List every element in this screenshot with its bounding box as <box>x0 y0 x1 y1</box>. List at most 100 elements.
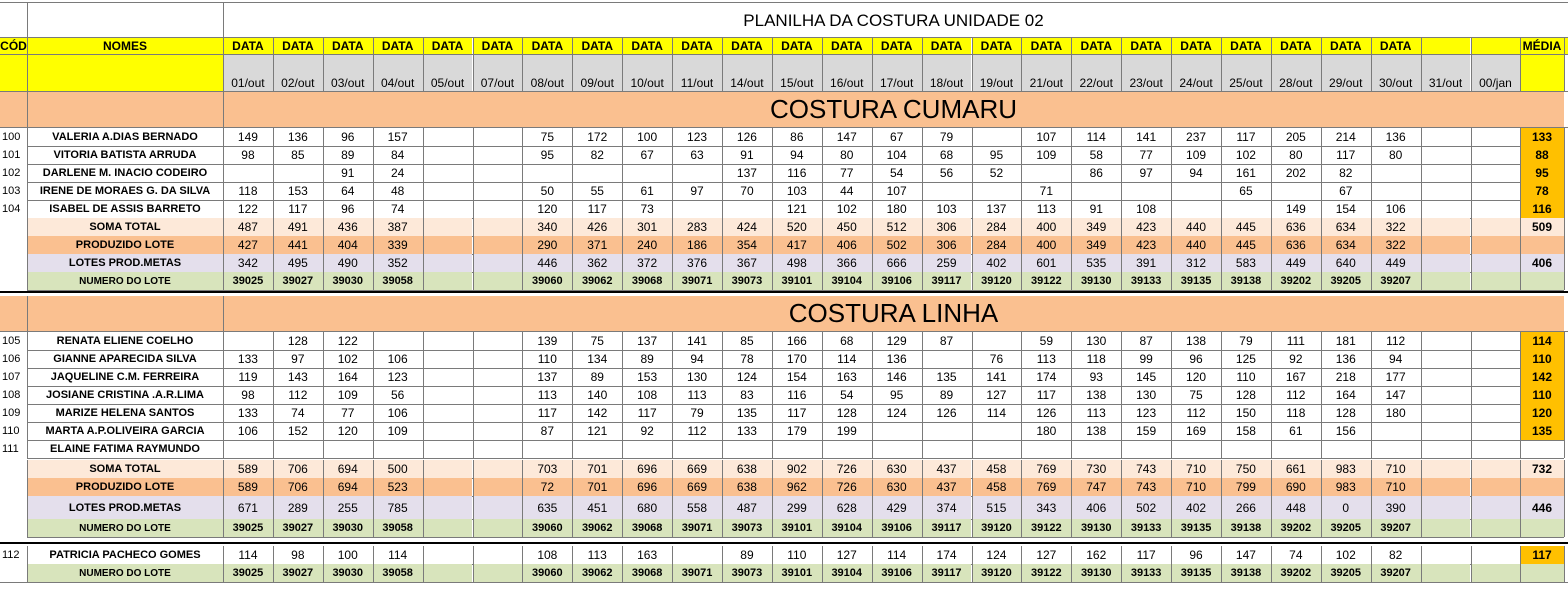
media-value[interactable] <box>1520 440 1564 458</box>
production-value[interactable]: 112 <box>687 424 707 438</box>
production-value[interactable] <box>1471 146 1521 164</box>
production-value[interactable]: 117 <box>1036 388 1056 402</box>
total-value[interactable]: 983 <box>1320 478 1371 496</box>
total-value[interactable]: 39207 <box>1370 272 1421 290</box>
total-value[interactable]: 39135 <box>1171 272 1221 290</box>
production-value[interactable] <box>423 200 473 218</box>
production-value[interactable]: 128 <box>836 406 857 420</box>
production-value[interactable]: 136 <box>886 352 907 366</box>
production-value[interactable] <box>423 332 473 350</box>
production-value[interactable]: 123 <box>387 370 408 384</box>
production-value[interactable]: 166 <box>786 334 807 348</box>
production-value[interactable]: 237 <box>1186 130 1207 144</box>
production-value[interactable] <box>1171 200 1221 218</box>
production-value[interactable]: 102 <box>337 352 358 366</box>
production-value[interactable] <box>1021 164 1071 182</box>
production-value[interactable]: 116 <box>787 388 807 402</box>
total-value[interactable] <box>1470 272 1521 290</box>
date-cell[interactable]: 29/out <box>1320 55 1371 91</box>
production-value[interactable] <box>1071 440 1121 458</box>
production-value[interactable]: 114 <box>837 352 857 366</box>
production-value[interactable] <box>1421 164 1471 182</box>
total-value[interactable] <box>472 519 523 537</box>
total-value[interactable] <box>1470 496 1521 519</box>
total-value[interactable] <box>472 564 523 582</box>
total-value[interactable]: 290 <box>522 236 573 254</box>
total-value[interactable]: 589 <box>223 478 273 496</box>
employee-name[interactable]: ISABEL DE ASSIS BARRETO <box>49 203 201 215</box>
production-value[interactable]: 71 <box>1039 184 1054 198</box>
total-value[interactable]: 636 <box>1270 236 1321 254</box>
production-value[interactable]: 91 <box>1089 202 1103 216</box>
total-value[interactable] <box>1470 218 1521 236</box>
production-value[interactable]: 94 <box>690 352 704 366</box>
total-value[interactable]: 284 <box>971 236 1022 254</box>
total-value[interactable] <box>472 218 523 236</box>
production-value[interactable] <box>522 164 572 182</box>
total-media[interactable]: 509 <box>1520 218 1564 236</box>
production-value[interactable]: 94 <box>1388 352 1403 366</box>
total-value[interactable]: 445 <box>1221 236 1271 254</box>
data-header[interactable]: DATA <box>272 38 323 54</box>
production-value[interactable]: 108 <box>637 388 658 402</box>
date-cell[interactable]: 04/out <box>372 55 423 91</box>
date-cell[interactable]: 05/out <box>422 55 473 91</box>
total-value[interactable]: 902 <box>771 460 822 478</box>
total-value[interactable]: 39071 <box>672 564 722 582</box>
production-value[interactable]: 96 <box>341 130 355 144</box>
production-value[interactable]: 120 <box>337 424 358 438</box>
production-value[interactable]: 84 <box>390 148 405 162</box>
production-value[interactable] <box>872 440 922 458</box>
total-value[interactable]: 710 <box>1370 478 1421 496</box>
total-value[interactable]: 366 <box>821 254 872 272</box>
production-value[interactable] <box>1421 404 1471 422</box>
total-value[interactable]: 726 <box>821 478 872 496</box>
production-value[interactable] <box>1221 440 1271 458</box>
production-value[interactable] <box>972 128 1022 146</box>
production-value[interactable]: 96 <box>1189 548 1203 562</box>
total-value[interactable]: 39120 <box>971 564 1022 582</box>
production-value[interactable]: 97 <box>690 184 704 198</box>
media-value[interactable]: 135 <box>1520 422 1564 440</box>
employee-name[interactable]: ELAINE FATIMA RAYMUNDO <box>50 443 200 455</box>
total-value[interactable]: 306 <box>921 218 972 236</box>
production-value[interactable]: 133 <box>237 406 258 420</box>
total-value[interactable]: 558 <box>672 496 722 519</box>
total-value[interactable]: 259 <box>921 254 972 272</box>
total-media[interactable]: 732 <box>1520 460 1564 478</box>
production-value[interactable]: 94 <box>790 148 804 162</box>
total-value[interactable]: 983 <box>1320 460 1371 478</box>
total-value[interactable]: 690 <box>1270 478 1321 496</box>
total-value[interactable]: 962 <box>771 478 822 496</box>
production-value[interactable] <box>1471 368 1521 386</box>
total-media[interactable] <box>1520 236 1564 254</box>
employee-name[interactable]: GIANNE APARECIDA SILVA <box>53 353 197 365</box>
total-value[interactable]: 39135 <box>1171 564 1221 582</box>
production-value[interactable]: 163 <box>637 548 658 562</box>
total-value[interactable] <box>422 236 473 254</box>
production-value[interactable] <box>672 440 722 458</box>
production-value[interactable]: 169 <box>1186 424 1207 438</box>
total-value[interactable]: 39104 <box>821 519 872 537</box>
production-value[interactable]: 159 <box>1136 424 1157 438</box>
total-value[interactable]: 39117 <box>921 272 972 290</box>
total-value[interactable]: 440 <box>1171 236 1221 254</box>
total-value[interactable]: 743 <box>1121 478 1172 496</box>
total-value[interactable]: 342 <box>223 254 273 272</box>
production-value[interactable]: 106 <box>237 424 258 438</box>
employee-code[interactable]: 107 <box>2 371 21 383</box>
production-value[interactable]: 170 <box>786 352 807 366</box>
employee-code[interactable]: 111 <box>2 443 19 455</box>
production-value[interactable] <box>273 164 323 182</box>
total-value[interactable]: 502 <box>1121 496 1172 519</box>
media-value[interactable]: 95 <box>1520 164 1564 182</box>
production-value[interactable]: 82 <box>1339 166 1353 180</box>
production-value[interactable]: 59 <box>1039 334 1054 348</box>
production-value[interactable] <box>1421 422 1471 440</box>
total-value[interactable]: 39122 <box>1021 272 1072 290</box>
total-value[interactable] <box>1420 564 1471 582</box>
total-value[interactable]: 661 <box>1270 460 1321 478</box>
total-value[interactable]: 436 <box>322 218 373 236</box>
production-value[interactable]: 112 <box>1286 388 1306 402</box>
production-value[interactable]: 56 <box>939 166 954 180</box>
